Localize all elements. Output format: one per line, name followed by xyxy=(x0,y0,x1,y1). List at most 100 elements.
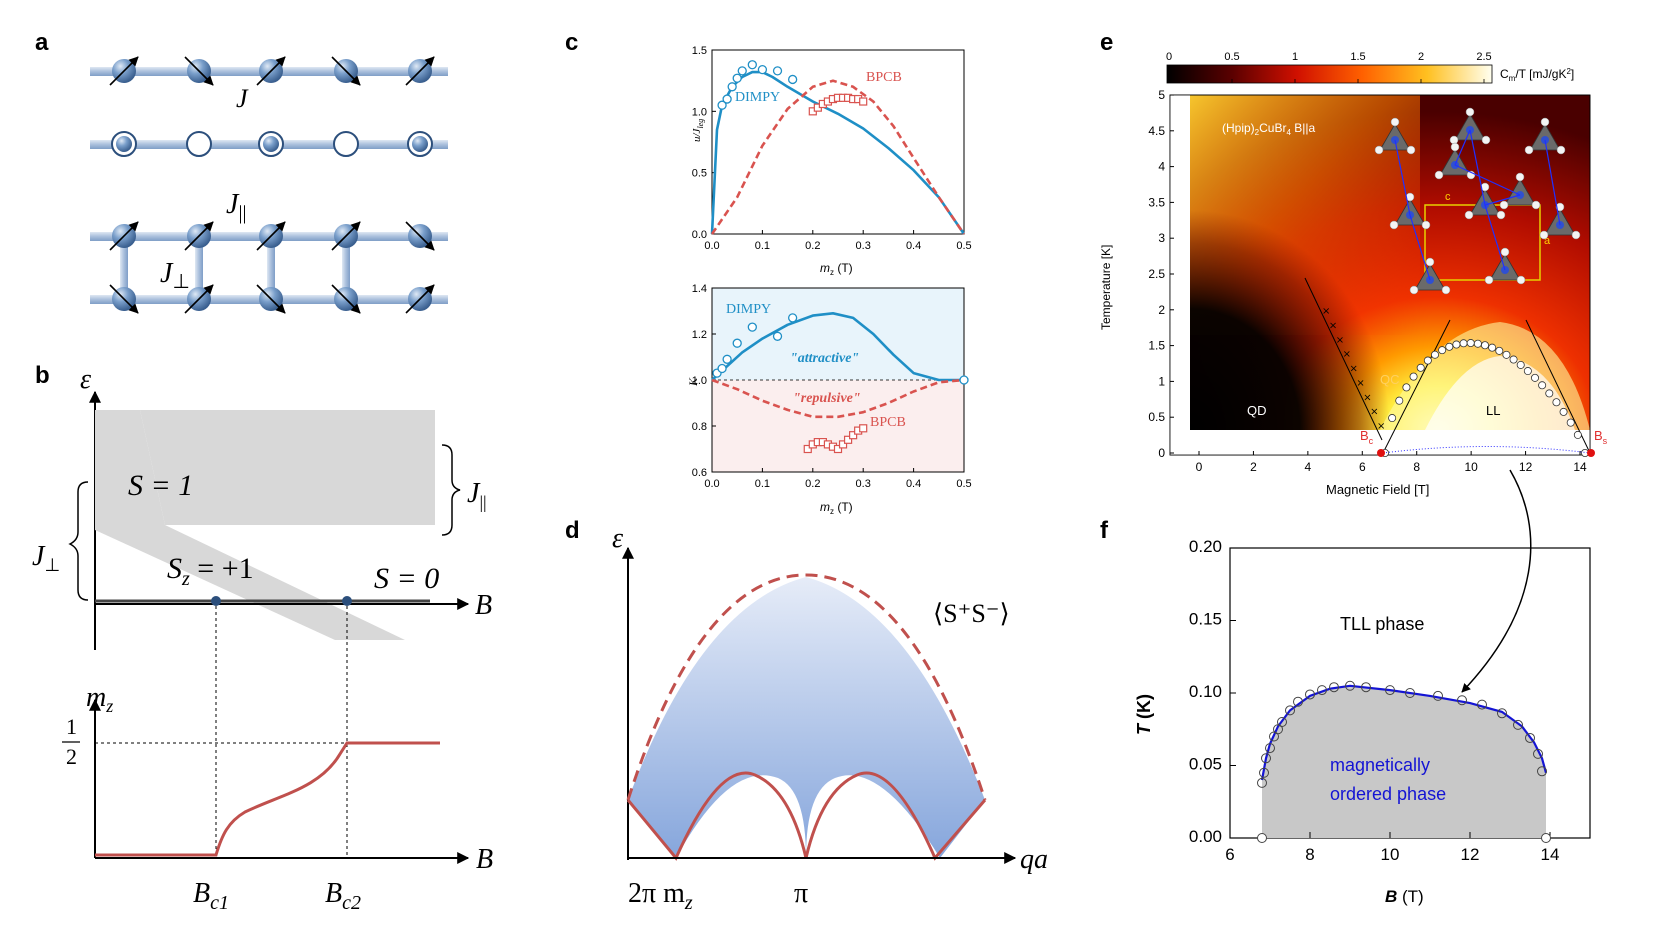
f-data-point xyxy=(1285,705,1295,716)
bromine-atom xyxy=(1556,145,1566,155)
c-top-bpcb-label: BPCB xyxy=(866,70,902,85)
dome-data-point xyxy=(1416,363,1425,372)
panel-d-label: d xyxy=(565,517,580,544)
rung-coupling-label: J⊥ xyxy=(160,258,190,293)
region-qc: QC xyxy=(1380,372,1400,387)
dome-data-point xyxy=(1488,343,1497,352)
dimpy-data-point xyxy=(732,73,742,83)
spin-up-arrow xyxy=(109,221,139,251)
d-energy-axis-label: ε xyxy=(612,523,623,554)
bromine-atom xyxy=(1465,107,1475,117)
colorbar-tick-label: 1.5 xyxy=(1350,51,1365,63)
bond-line xyxy=(1484,204,1506,271)
dome-data-point xyxy=(1409,372,1418,381)
x-tick-label: 14 xyxy=(1541,845,1560,864)
bond-line xyxy=(1454,129,1471,166)
compound-label: (Hpip)2CuBr4 B||a xyxy=(1222,121,1315,137)
f-data-point xyxy=(1265,743,1275,754)
leg-coupling-label: J|| xyxy=(226,189,246,224)
spin-up-arrow xyxy=(184,284,214,314)
dome-data-point xyxy=(1502,350,1511,359)
qd-dark-region xyxy=(1190,210,1390,430)
c-bottom-xlabel: mz (T) xyxy=(820,500,853,516)
leg-width-label: J|| xyxy=(467,478,487,512)
bc2-label: Bc2 xyxy=(325,878,361,914)
x-tick-label: 10 xyxy=(1381,845,1400,864)
spin-up-arrow xyxy=(184,221,214,251)
y-tick-label: 0.5 xyxy=(1148,410,1165,424)
bromine-atom xyxy=(1484,275,1494,285)
dome-data-point xyxy=(1423,356,1432,365)
rung-gap-brace xyxy=(68,481,89,601)
singlet-label: S = 0 xyxy=(374,562,439,595)
f-data-point xyxy=(1329,682,1339,693)
bromine-atom xyxy=(1374,145,1384,155)
x-tick-label: 0.1 xyxy=(755,478,770,490)
spin-up-arrow xyxy=(405,56,435,86)
f-data-point xyxy=(1525,732,1535,743)
spin-down-arrow xyxy=(331,284,361,314)
attractive-label: "attractive" xyxy=(790,351,859,366)
ll-left-boundary xyxy=(1382,319,1451,454)
dimpy-data-point xyxy=(722,94,732,104)
spin-up-arrow xyxy=(256,56,286,86)
rung xyxy=(267,236,275,300)
dimpy-data-point xyxy=(787,74,798,85)
y-tick-label: 1.5 xyxy=(1148,339,1165,353)
colorbar-tick-label: 2.5 xyxy=(1476,51,1491,63)
y-tick-label: 1.4 xyxy=(692,283,707,295)
f-data-point xyxy=(1457,695,1467,706)
bond-line xyxy=(1484,194,1521,206)
tll-phase-label: TLL phase xyxy=(1340,614,1424,634)
colorbar-ticks: 0 0.5 1 1.5 2 2.5 xyxy=(1166,51,1492,83)
bromine-atom xyxy=(1539,230,1549,240)
panel-b-label: b xyxy=(35,362,50,389)
attractive-region xyxy=(712,288,964,380)
dome-data-point xyxy=(1431,350,1440,359)
bc-point xyxy=(1377,449,1385,457)
spin-chain xyxy=(109,56,435,86)
dimpy-data-point xyxy=(787,313,798,323)
bpcb-data-point xyxy=(833,444,843,454)
magnetization-curve xyxy=(95,741,440,857)
dimpy-data-point xyxy=(772,66,783,76)
x-tick-label: 0.5 xyxy=(956,478,971,490)
bromine-atom xyxy=(1409,285,1419,295)
bromine-atom xyxy=(1555,202,1565,212)
y-tick-label: 0.6 xyxy=(692,467,707,479)
y-tick-label: 3 xyxy=(1158,231,1165,245)
dome-data-point xyxy=(1438,346,1447,355)
f-data-point xyxy=(1261,753,1271,764)
y-tick-label: 0.10 xyxy=(1189,682,1222,701)
spin-down-arrow xyxy=(109,284,139,314)
bromine-atom xyxy=(1464,210,1474,220)
sz-label: Sz = +1 xyxy=(167,552,254,590)
dome-data-point xyxy=(1516,360,1525,369)
correlator-label: ⟨S⁺S⁻⟩ xyxy=(933,599,1010,628)
crossover-marker: × xyxy=(1350,364,1358,375)
f-data-point xyxy=(1497,708,1507,719)
dome-data-point xyxy=(1509,355,1518,364)
qc-left-boundary xyxy=(1304,277,1383,441)
c-bottom-series xyxy=(711,312,969,454)
e-yticks: 0 0.5 1 1.5 2 2.5 3 3.5 4 4.5 5 xyxy=(1148,88,1174,460)
half-denominator: 2 xyxy=(66,744,77,769)
y-tick-label: 0.20 xyxy=(1189,537,1222,556)
panel-a-label: a xyxy=(35,29,49,56)
bpcb-data-point xyxy=(849,431,858,440)
y-tick-label: 0.0 xyxy=(692,229,707,241)
ll-white-region xyxy=(1425,356,1575,430)
f-data-point xyxy=(1433,690,1443,701)
bromine-atom xyxy=(1481,135,1491,145)
c-top-xlabel: mz (T) xyxy=(820,261,853,277)
repulsive-label: "repulsive" xyxy=(793,391,861,406)
bromine-atom xyxy=(1425,257,1435,267)
rung xyxy=(342,236,350,300)
c-top-series xyxy=(710,60,966,235)
crystal-structure: c a xyxy=(1374,107,1581,295)
dome-data-point xyxy=(1552,398,1561,407)
leg-width-brace xyxy=(441,444,461,536)
f-series xyxy=(1257,680,1551,843)
dimpy-data-point xyxy=(747,322,757,332)
y-tick-label: 0.05 xyxy=(1189,755,1222,774)
